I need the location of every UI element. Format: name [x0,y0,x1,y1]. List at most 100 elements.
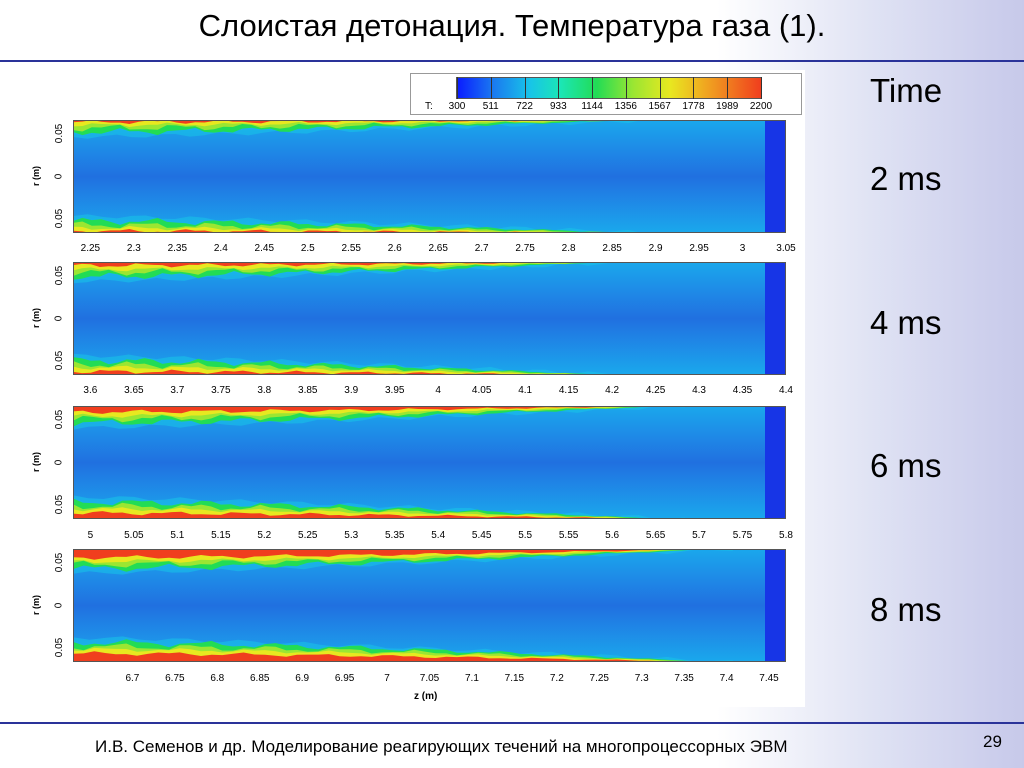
temperature-field-2 [73,262,786,375]
x-tick-label: 3.7 [170,385,185,396]
x-tick-label: 2.6 [387,243,402,254]
x-tick-label: 7 [384,673,390,684]
x-tick-label: 5.45 [471,530,492,541]
x-tick-label: 4.25 [645,385,666,396]
colorbar-tick-label: 1778 [682,101,705,112]
colorbar-variable-label: T: [425,101,433,112]
x-tick-label: 2.55 [341,243,361,254]
title-divider [0,60,1024,62]
x-tick-label: 5.35 [384,530,405,541]
detonation-front-region [765,406,786,519]
detonation-front-region [765,262,786,375]
x-tick-label: 7.05 [419,673,440,684]
colorbar-tick-label: 1144 [581,101,603,112]
x-tick-label: 2.9 [648,243,663,254]
x-tick-label: 2.4 [213,243,228,254]
x-tick-label: 3 [739,243,746,254]
y-tick-label: 0.05 [54,552,66,573]
x-tick-label: 2.45 [254,243,275,254]
colorbar-tick-label: 2200 [749,101,773,112]
x-tick-label: 3.9 [344,385,359,396]
x-tick-label: 5.1 [170,530,185,541]
colorbar-tick-label: 1989 [716,101,739,112]
colorbar-tick [457,77,458,99]
lower-reactive-layer-contour [73,365,610,375]
panel-frame [73,549,786,662]
lower-reactive-layer-contour [73,651,713,662]
x-tick-label: 5.55 [558,530,579,541]
x-tick-label: 6.7 [125,673,140,684]
x-tick-label: 6.8 [210,673,225,684]
upper-reactive-layer-contour [73,262,610,272]
x-tick-label: 2.75 [515,243,535,254]
x-tick-label: 7.2 [549,673,564,684]
detonation-front-region [765,549,786,662]
x-tick-label: 6.85 [250,673,270,684]
x-tick-label: 4.3 [692,385,706,396]
y-tick-label: 0.05 [54,123,66,144]
time-label-8ms: 8 ms [870,591,942,628]
x-tick-label: 2.8 [561,243,576,254]
y-tick-label: 0 [53,459,65,465]
panel-frame [73,406,786,519]
colorbar-tick-label: 1356 [614,101,637,112]
x-tick-label: 5.5 [518,530,533,541]
x-tick-label: 2.7 [474,243,489,254]
y-tick-label: 0 [53,602,65,608]
lower-reactive-layer-contour [73,511,665,519]
x-tick-label: 3.75 [211,385,231,396]
x-tick-label: 4.4 [779,385,793,396]
time-label-2ms: 2 ms [870,160,942,197]
colorbar-tick [659,77,661,99]
y-tick-label: 0.05 [54,494,66,515]
page-number: 29 [983,732,1002,751]
x-tick-label: 4.05 [471,385,492,396]
colorbar-tick [625,77,627,99]
x-tick-label: 4.35 [732,385,753,396]
x-tick-label: 7.1 [464,673,479,684]
colorbar-tick-label: 933 [549,101,567,112]
panel-frame [73,262,786,375]
y-axis-label: r (m) [31,165,41,186]
x-tick-label: 6.9 [295,673,310,684]
x-tick-label: 5.6 [605,530,620,541]
slide-title: Слоистая детонация. Температура газа (1)… [198,8,826,43]
temperature-field-3 [73,406,786,519]
y-axis-label: r (m) [31,594,41,615]
x-tick-label: 3.85 [298,385,318,396]
x-tick-label: 7.4 [719,673,734,684]
gas-core-region [73,120,786,233]
x-tick-label: 5 [87,530,94,541]
detonation-front-region [765,120,786,233]
time-header: Time [870,72,943,109]
y-axis-label: r (m) [31,307,41,328]
x-tick-label: 5.3 [344,530,359,541]
x-tick-label: 2.25 [80,243,101,254]
colorbar-tick [761,77,762,99]
x-tick-label: 2.95 [689,243,709,254]
x-tick-label: 5.4 [431,530,446,541]
x-tick-label: 4.1 [518,385,533,396]
y-tick-label: 0.05 [54,409,66,430]
x-tick-label: 3.6 [83,385,98,396]
x-tick-label: 5.7 [692,530,706,541]
y-tick-label: 0.05 [54,208,66,229]
x-tick-label: 5.2 [257,530,272,541]
y-tick-label: 0.05 [54,350,66,371]
colorbar-tick-label: 300 [448,101,466,112]
x-tick-label: 7.35 [674,673,694,684]
colorbar-tick [524,77,526,99]
x-tick-label: 3.8 [257,385,272,396]
colorbar-tick [592,77,594,99]
y-tick-label: 0 [53,315,65,321]
x-tick-label: 2.65 [428,243,448,254]
colorbar-tick [490,77,492,99]
x-tick-label: 3.05 [776,243,796,254]
gas-core-region [73,262,786,375]
x-tick-label: 4.2 [605,385,620,396]
x-tick-label: 7.45 [759,673,779,684]
colorbar-tick-label: 1567 [648,101,671,112]
x-tick-label: 7.15 [504,673,525,684]
colorbar-tick-label: 722 [516,101,533,112]
x-tick-label: 7.3 [634,673,649,684]
